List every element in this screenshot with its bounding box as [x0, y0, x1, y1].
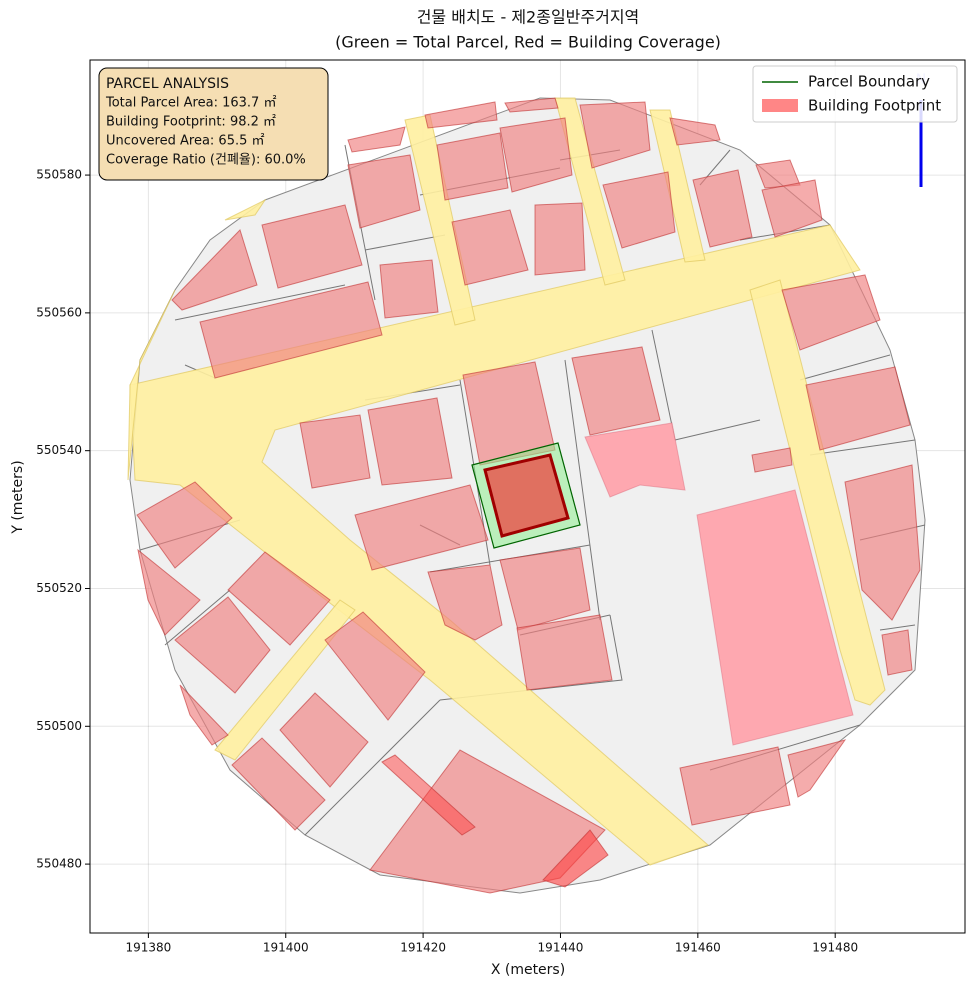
x-tick-label: 191480 — [812, 941, 858, 955]
y-tick-label: 550500 — [36, 719, 82, 733]
subtitle: (Green = Total Parcel, Red = Building Co… — [335, 33, 721, 52]
y-axis-label: Y (meters) — [10, 460, 26, 534]
y-tick-label: 550560 — [36, 305, 82, 319]
annotation-line: Coverage Ratio (건폐율): 60.0% — [106, 153, 306, 168]
road — [127, 97, 886, 761]
title: 건물 배치도 - 제2종일반주거지역 — [417, 8, 640, 27]
axes-frame — [89, 59, 966, 934]
annotation-line: Building Footprint: 98.2 ㎡ — [106, 115, 276, 130]
x-tick-label: 191420 — [400, 941, 446, 955]
annotation-box — [98, 67, 329, 181]
annotation-line: Uncovered Area: 65.5 ㎡ — [106, 134, 265, 149]
annotation-title: PARCEL ANALYSIS — [106, 76, 229, 92]
annotation-line: Total Parcel Area: 163.7 ㎡ — [105, 96, 276, 111]
map-layers — [127, 97, 926, 894]
x-tick-label: 191400 — [263, 941, 309, 955]
y-tick-label: 550580 — [36, 168, 82, 182]
legend-swatch — [762, 99, 798, 112]
legend-box — [752, 65, 958, 123]
legend-label: Building Footprint — [808, 97, 941, 115]
target-building — [483, 453, 570, 538]
y-tick-label: 550520 — [36, 581, 82, 595]
x-axis-label: X (meters) — [491, 962, 565, 978]
buildings — [136, 97, 921, 894]
y-tick-label: 550480 — [36, 857, 82, 871]
y-tick-label: 550540 — [36, 443, 82, 457]
legend-label: Parcel Boundary — [808, 73, 930, 91]
x-tick-label: 191460 — [675, 941, 721, 955]
annotation: PARCEL ANALYSIS Total Parcel Area: 163.7… — [98, 67, 329, 181]
x-tick-label: 191440 — [538, 941, 584, 955]
x-tick-label: 191380 — [125, 941, 171, 955]
legend: Parcel Boundary Building Footprint — [752, 65, 958, 123]
